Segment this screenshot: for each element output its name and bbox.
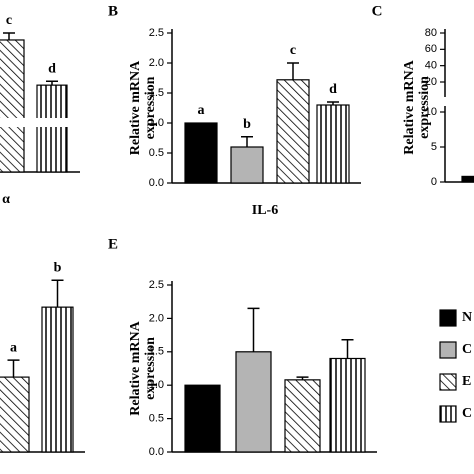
error-bar — [287, 62, 299, 80]
bar — [284, 379, 321, 453]
significance-label: c — [6, 13, 12, 28]
y-tick-label: 1.0 — [149, 379, 164, 391]
y-tick-label: 1.0 — [149, 117, 164, 129]
error-bar — [51, 279, 64, 308]
y-tick-label: 0 — [431, 176, 437, 188]
y-tick-label: 20 — [425, 76, 437, 88]
y-axis-label: Relative mRNA — [402, 59, 417, 154]
legend-swatch — [439, 309, 457, 327]
x-label: IL-6 — [252, 203, 278, 218]
bar — [0, 376, 30, 453]
y-tick-label: 0.0 — [149, 177, 164, 189]
bar — [276, 79, 310, 184]
error-bar — [247, 307, 260, 352]
y-tick-label: 2.5 — [149, 27, 164, 39]
bar — [329, 357, 366, 453]
bar — [461, 175, 474, 183]
y-tick-label: 0.5 — [149, 147, 164, 159]
y-tick-label: 0.5 — [149, 413, 164, 425]
error-bar — [241, 136, 253, 147]
y-tick-label: 10 — [425, 106, 437, 118]
y-tick-label: 80 — [425, 27, 437, 39]
x-label: α — [2, 192, 10, 207]
x-label: CSF — [0, 472, 21, 474]
y-tick-label: 2.0 — [149, 57, 164, 69]
error-bar — [46, 80, 58, 86]
y-tick-label: 2.5 — [149, 279, 164, 291]
x-label: IL-10 — [248, 472, 281, 474]
error-bar — [7, 359, 20, 378]
legend-label: E — [462, 374, 471, 389]
y-tick-label: 1.5 — [149, 87, 164, 99]
y-axis-label: expression — [143, 76, 158, 139]
panel-label: C — [372, 3, 383, 19]
bar — [184, 384, 221, 453]
y-tick-label: 60 — [425, 43, 437, 55]
significance-label: d — [48, 61, 56, 76]
significance-label: b — [54, 260, 62, 275]
legend-swatch — [439, 373, 457, 391]
bar — [230, 146, 264, 184]
error-bar — [327, 101, 339, 105]
significance-label: a — [10, 340, 17, 355]
axis-break — [442, 98, 448, 106]
panel-label: E — [108, 236, 118, 252]
y-tick-label: 40 — [425, 60, 437, 72]
bar — [316, 104, 350, 184]
legend-label: N — [462, 310, 472, 325]
y-axis-label: expression — [417, 76, 432, 139]
legend-label: C — [462, 342, 472, 357]
bar — [235, 351, 272, 453]
significance-label: c — [290, 43, 296, 58]
y-tick-label: 5 — [431, 141, 437, 153]
bar — [36, 84, 68, 173]
y-axis-label: Relative mRNA — [128, 60, 143, 155]
legend-label: C — [462, 406, 472, 421]
panel-label: B — [108, 3, 118, 19]
legend-swatch — [439, 405, 457, 423]
axis-break — [0, 118, 75, 127]
error-bar — [3, 32, 15, 40]
y-tick-label: 0.0 — [149, 446, 164, 458]
bar — [184, 122, 218, 184]
y-tick-label: 2.0 — [149, 312, 164, 324]
significance-label: d — [329, 82, 337, 97]
bar — [0, 39, 25, 173]
significance-label: a — [198, 103, 205, 118]
error-bar — [341, 339, 354, 359]
plots: c d α 0.0 0.5 1.0 1.5 2.0 2.5 a b c d IL-6 B Relative m… — [0, 3, 474, 474]
y-axis-label: Relative mRNA — [128, 320, 143, 415]
bar — [41, 306, 74, 453]
error-bar — [296, 376, 309, 380]
y-axis-label: expression — [143, 337, 158, 400]
legend-swatch — [439, 341, 457, 359]
significance-label: b — [243, 117, 251, 132]
y-tick-label: 1.5 — [149, 346, 164, 358]
